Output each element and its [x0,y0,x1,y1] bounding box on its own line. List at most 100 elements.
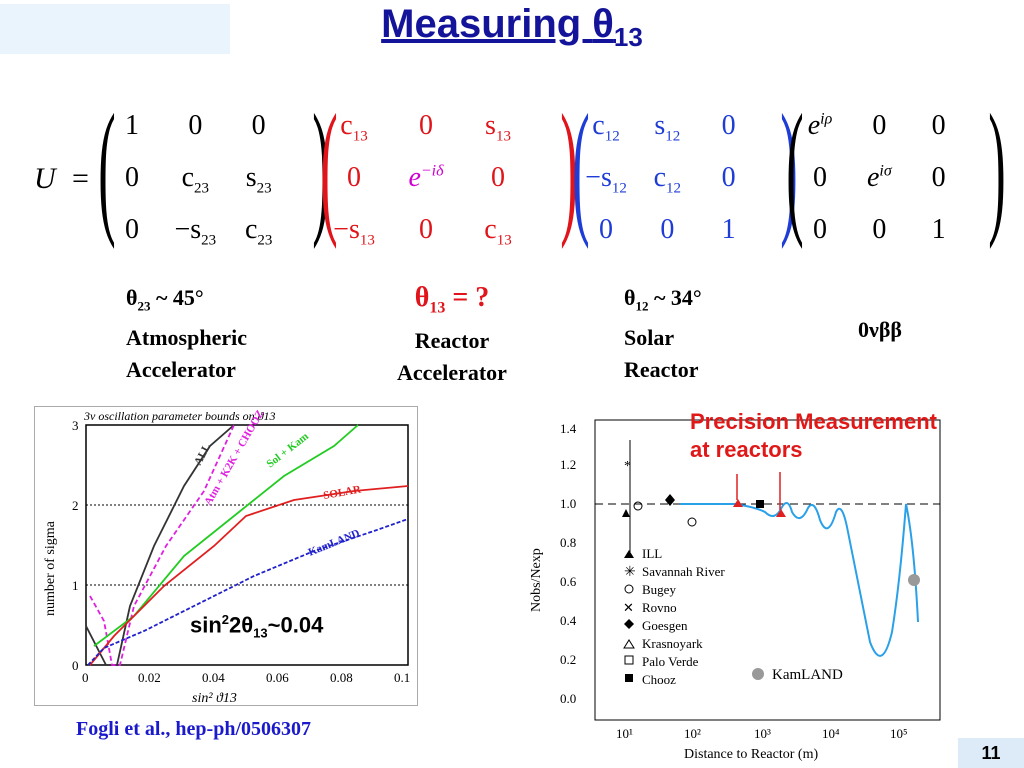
xtick-2: 0.04 [202,670,225,685]
m1-cell-1-2: s23 [245,162,272,197]
svg-text:Savannah River: Savannah River [642,564,725,579]
title-background-box [0,4,230,54]
m2-cell-2-2: c13 [484,214,512,249]
reactor-distance-plot: 0.0 0.2 0.4 0.6 0.8 1.0 1.2 1.4 10¹ 10² … [520,412,950,762]
svg-text:Palo Verde: Palo Verde [642,654,699,669]
m4-cell-1-2: 0 [931,162,946,193]
m2-cell-1-1: e−iδ [408,162,444,193]
m3-cell-0-0: c12 [592,110,620,145]
m1-cell-2-1: −s23 [174,214,217,249]
matrix-lhs: U [34,162,56,195]
svg-text:✕: ✕ [623,600,634,615]
ytick-0: 0 [72,658,79,673]
slide-title: Measuring θ13 [381,2,643,52]
m1-right-paren: ) [312,84,330,250]
m2-cell-2-0: −s13 [333,214,375,249]
m1-cell-2-2: c23 [244,214,273,249]
xtick-3: 0.06 [266,670,289,685]
m1-cell-0-1: 0 [188,110,203,141]
right-plot-frame [594,419,941,721]
m4-cell-2-1: 0 [872,214,887,245]
rytick-3: 0.6 [560,574,577,589]
sin2theta13-annotation: sin22θ13~0.04 [186,612,328,641]
svg-text:Rovno: Rovno [642,600,677,615]
ytick-2: 2 [72,498,79,513]
m1-cell-0-0: 1 [125,110,139,141]
curve-solar [89,485,409,666]
oscillation-curve [680,502,919,657]
rxtick-2: 10³ [754,726,771,741]
m4-cell-0-0: eiρ [807,110,833,141]
m4-cell-1-1: eiσ [866,162,892,193]
ytick-1: 1 [72,578,79,593]
precision-measurement-note: Precision Measurement at reactors [690,409,937,462]
rytick-4: 0.8 [560,535,576,550]
ytick-3: 3 [72,418,79,433]
xtick-1: 0.02 [138,670,161,685]
xtick-5: 0.1 [394,670,410,685]
rytick-5: 1.0 [560,496,576,511]
right-ylabel: Nobs/Nexp [529,548,544,612]
svg-text:✳: ✳ [624,565,636,580]
rytick-6: 1.2 [560,457,576,472]
theta13-label: θ13 = ? Reactor Accelerator [397,282,507,385]
rxtick-3: 10⁴ [822,726,840,741]
double-beta-label: 0νββ [858,317,903,342]
m4-cell-0-1: 0 [872,110,887,141]
data-points: * [622,440,920,586]
m2-cell-0-2: s13 [485,110,511,145]
left-ylabel: number of sigma [43,520,58,616]
equals-sign: = [72,162,89,195]
rxtick-1: 10² [684,726,701,741]
m3-cell-2-1: 0 [660,214,675,245]
m1-cell-1-1: c23 [181,162,210,197]
xtick-4: 0.08 [330,670,353,685]
m1-cell-0-2: 0 [251,110,266,141]
m3-cell-2-2: 1 [721,214,736,245]
m3-cell-2-0: 0 [599,214,613,245]
m3-right-paren: ) [780,84,798,250]
rytick-2: 0.4 [560,613,577,628]
m3-left-paren: ( [572,84,590,250]
m4-right-paren: ) [988,84,1006,250]
curve-kamland [87,518,409,666]
xtick-0: 0 [82,670,89,685]
sigma-bounds-plot: 3ν oscillation parameter bounds on ϑ13 0… [34,406,418,706]
left-plot-title: 3ν oscillation parameter bounds on ϑ13 [83,409,276,423]
rytick-7: 1.4 [560,421,577,436]
svg-text:Krasnoyark: Krasnoyark [642,636,703,651]
rytick-0: 0.0 [560,691,576,706]
svg-text:Goesgen: Goesgen [642,618,688,633]
svg-text:*: * [624,459,631,474]
m3-cell-0-2: 0 [721,110,736,141]
curve-atm-k2k-chooz [89,424,235,666]
m2-cell-0-1: 0 [419,110,433,141]
m4-cell-1-0: 0 [813,162,827,193]
rxtick-4: 10⁵ [890,726,908,741]
m2-cell-1-2: 0 [491,162,505,193]
m4-left-paren: ( [786,84,804,250]
m2-cell-1-0: 0 [347,162,361,193]
right-xlabel: Distance to Reactor (m) [684,747,818,762]
page-number: 11 [958,738,1024,768]
m1-cell-2-0: 0 [125,214,139,245]
m2-cell-2-1: 0 [419,214,433,245]
m2-left-paren: ( [320,84,338,250]
left-xlabel: sin² ϑ13 [192,691,237,706]
citation: Fogli et al., hep-ph/0506307 [76,718,312,740]
left-plot-frame [85,424,409,666]
m3-cell-1-1: c12 [653,162,682,197]
svg-text:ILL: ILL [642,546,662,561]
m4-cell-2-2: 1 [931,214,946,245]
rxtick-0: 10¹ [616,726,633,741]
m3-cell-1-2: 0 [721,162,736,193]
m1-cell-1-0: 0 [125,162,139,193]
rytick-1: 0.2 [560,652,576,667]
kamland-legend: KamLAND [772,667,843,683]
m1-left-paren: ( [98,84,116,250]
svg-text:Bugey: Bugey [642,582,676,597]
m4-cell-0-2: 0 [931,110,946,141]
m3-cell-0-1: s12 [654,110,681,145]
m2-right-paren: ) [560,84,578,250]
legend: ILL ✳ Savannah River Bugey ✕ Rovno Goesgen… [623,546,843,687]
